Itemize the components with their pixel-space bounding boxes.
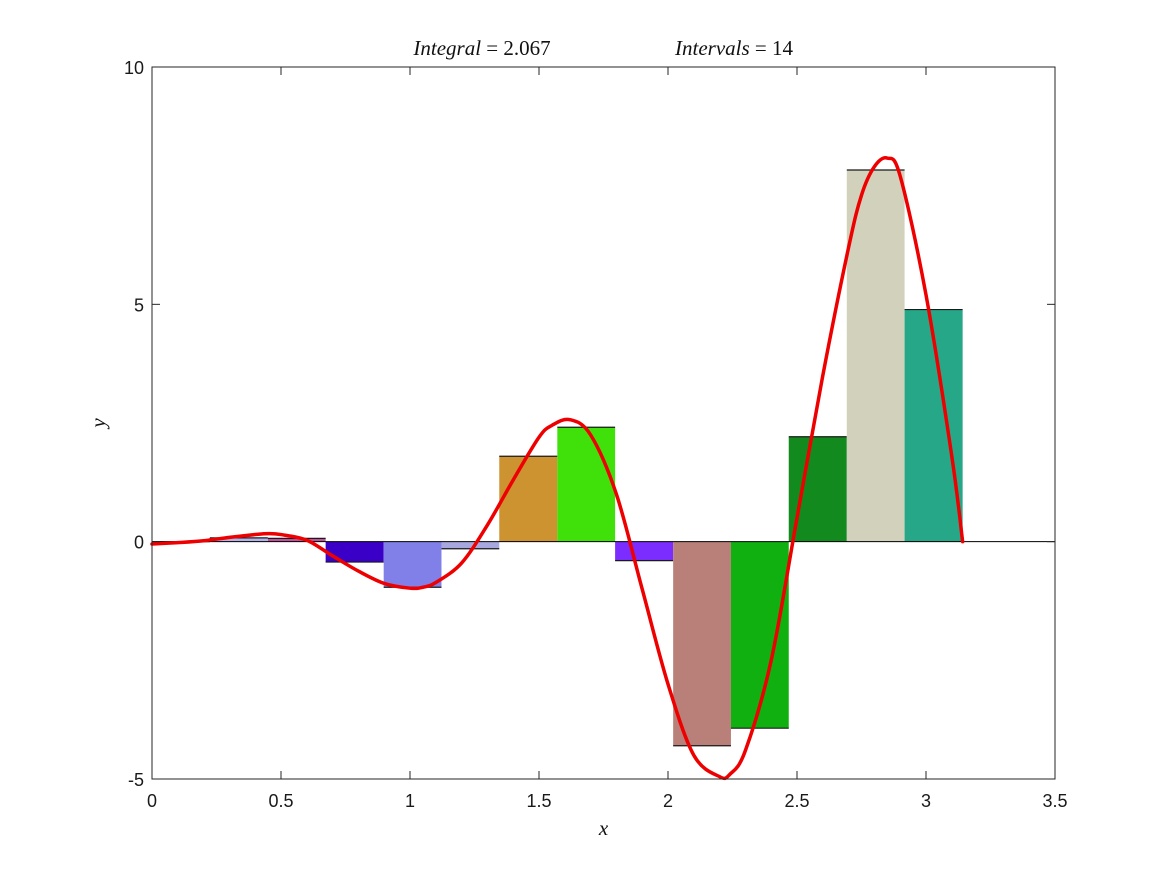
chart-title: Integral = 2.067 Intervals = 14 (412, 36, 793, 60)
x-axis-label: x (598, 816, 609, 840)
y-tick-label: -5 (128, 770, 144, 790)
title-value: 14 (772, 36, 794, 60)
bar-3 (267, 538, 326, 542)
bar-9 (615, 541, 674, 561)
bar-13 (846, 170, 905, 542)
bars (152, 169, 963, 747)
bar-8 (557, 427, 616, 542)
x-tick-label: 0.5 (268, 791, 293, 811)
x-tick-label: 1.5 (526, 791, 551, 811)
bar-10 (673, 541, 731, 746)
title-part-1: Integral = 2.067 (412, 36, 550, 60)
title-part-2: Intervals = 14 (674, 36, 794, 60)
axis-ticks (151, 66, 1056, 780)
title-label: Intervals (674, 36, 750, 60)
bar-6 (441, 541, 500, 549)
title-equals: = (750, 36, 772, 60)
bar-11 (730, 541, 789, 729)
function-curve (150, 156, 965, 781)
title-value: 2.067 (503, 36, 550, 60)
bar-5 (383, 541, 442, 588)
y-tick-label: 10 (124, 58, 144, 78)
x-tick-label: 0 (147, 791, 157, 811)
bar-4 (325, 541, 384, 563)
x-tick-label: 2 (663, 791, 673, 811)
x-tick-label: 1 (405, 791, 415, 811)
y-tick-label: 5 (134, 295, 144, 315)
bar-12 (788, 436, 847, 542)
title-label: Integral (412, 36, 481, 60)
y-axis-label: y (86, 418, 110, 430)
x-tick-label: 2.5 (784, 791, 809, 811)
x-tick-label: 3.5 (1042, 791, 1067, 811)
y-tick-label: 0 (134, 533, 144, 553)
plot-area-frame (151, 66, 1056, 780)
bar-2 (209, 537, 268, 542)
bar-7 (499, 456, 558, 542)
x-tick-label: 3 (921, 791, 931, 811)
title-equals: = (481, 36, 503, 60)
